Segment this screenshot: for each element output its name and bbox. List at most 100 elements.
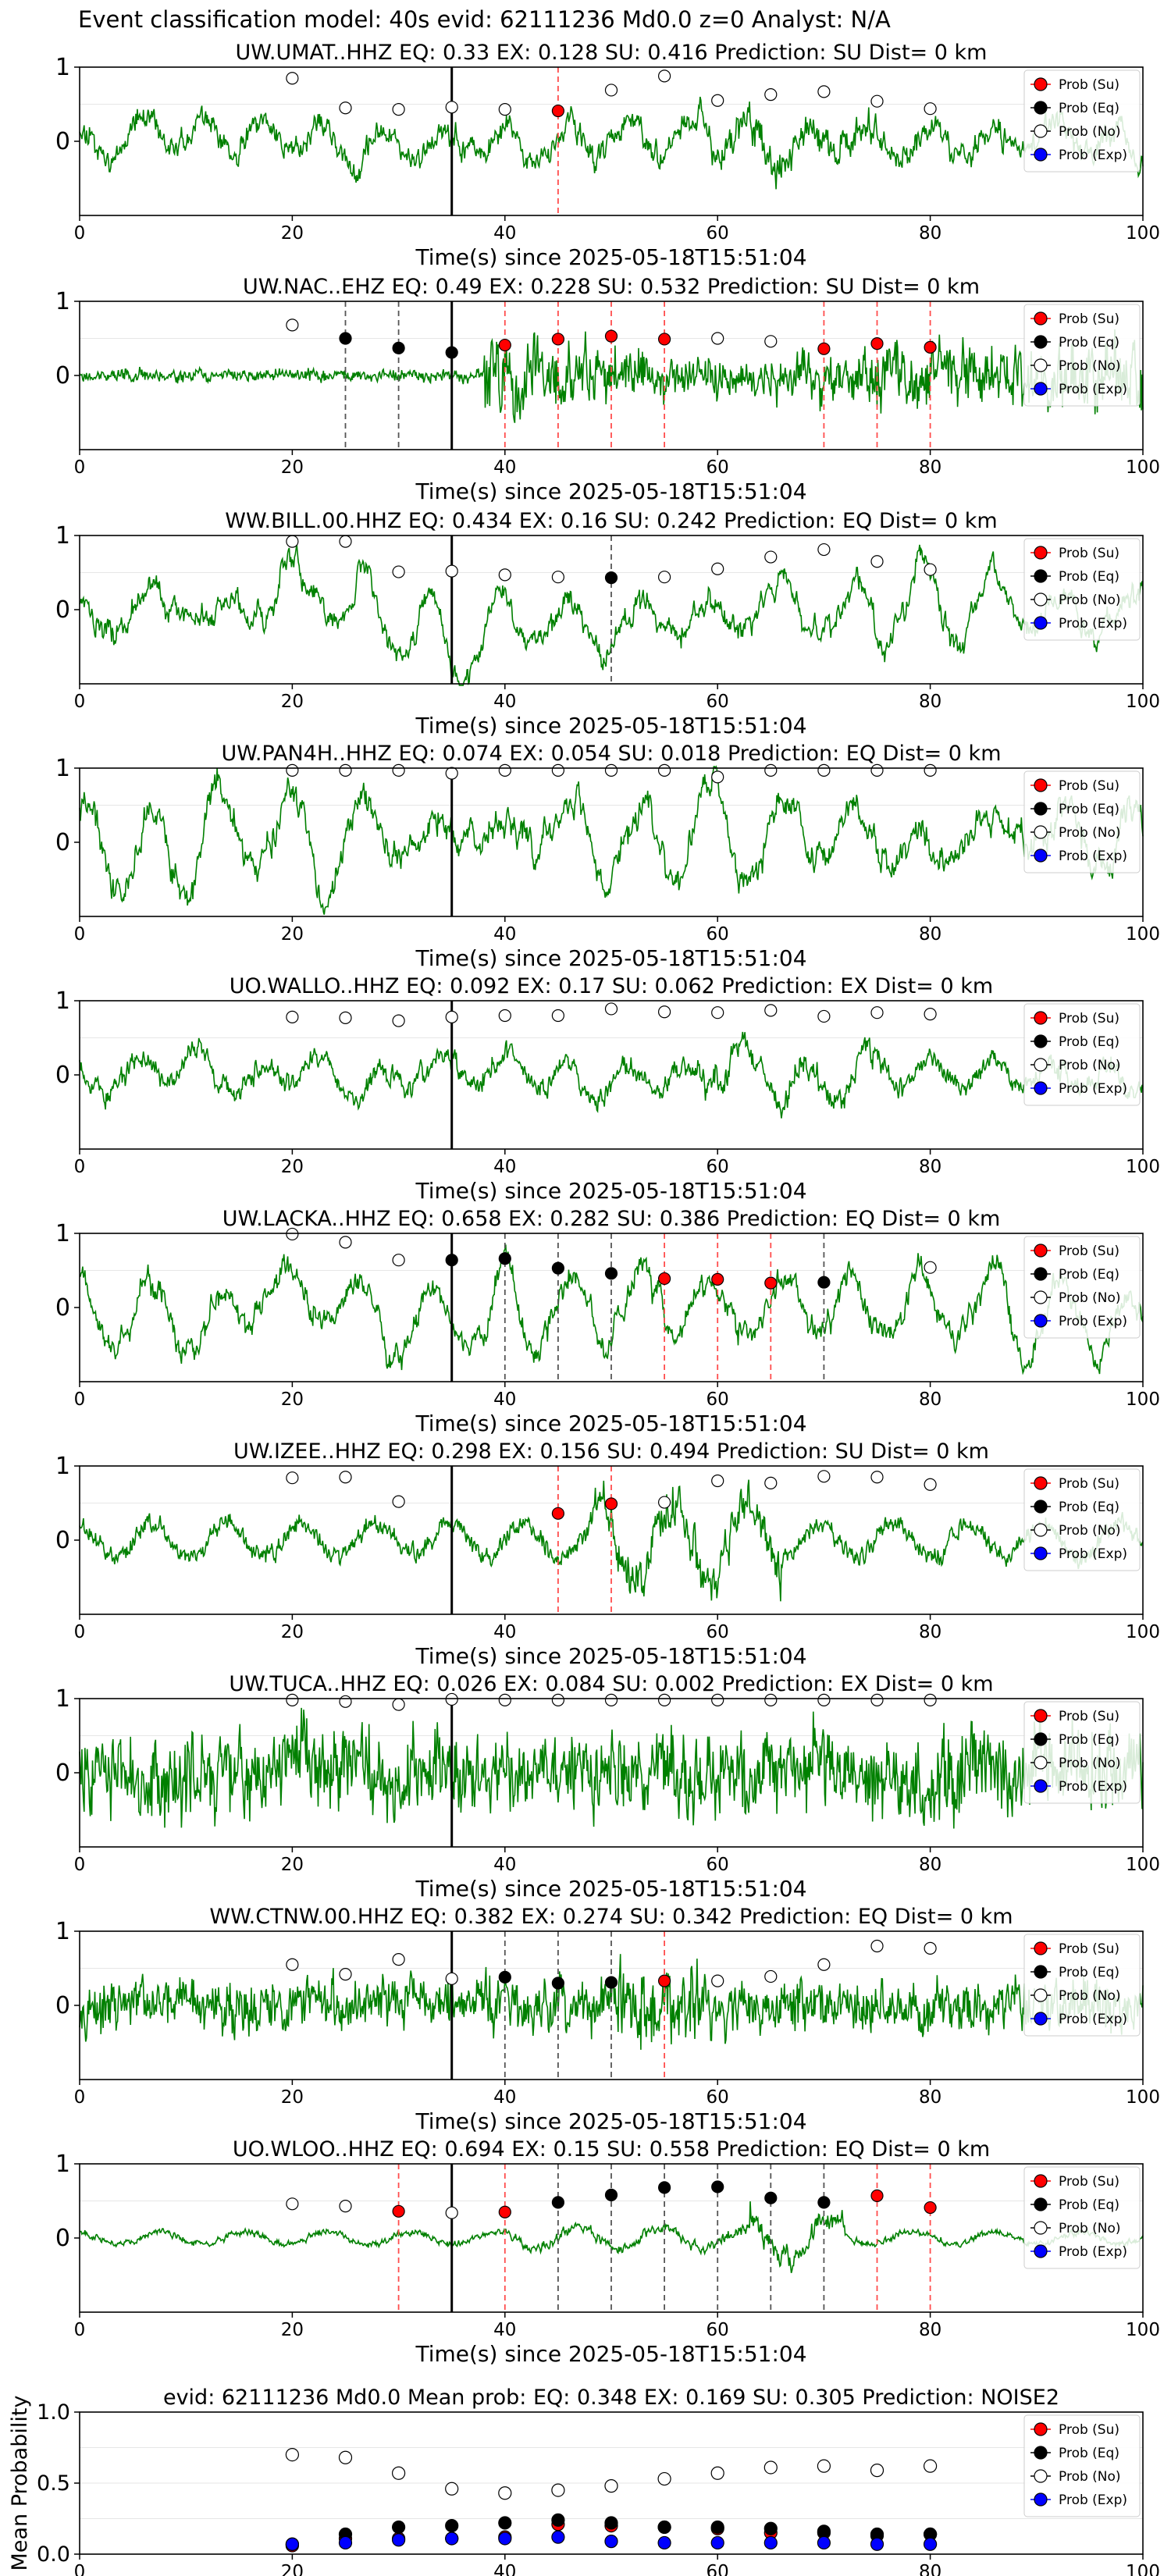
legend-entry: Prob (No)	[1059, 2469, 1121, 2485]
y-tick-label: 1	[55, 1453, 70, 1480]
station-panel: UW.LACKA..HHZ EQ: 0.658 EX: 0.282 SU: 0.…	[55, 1207, 1160, 1436]
probability-point	[870, 1006, 884, 1019]
legend-marker	[1034, 2492, 1048, 2507]
legend-marker	[1034, 2244, 1048, 2258]
legend-marker	[1034, 1732, 1048, 1746]
legend-entry: Prob (Eq)	[1059, 1034, 1119, 1050]
y-tick-label: 0	[55, 1759, 70, 1787]
y-tick-label: 1	[55, 1220, 70, 1247]
probability-point	[604, 1497, 618, 1510]
legend-entry: Prob (Su)	[1059, 1709, 1119, 1724]
x-tick-label: 80	[919, 1622, 941, 1642]
legend-marker	[1034, 2012, 1048, 2026]
legend-frame	[1023, 1468, 1141, 1571]
legend-entry: Prob (Eq)	[1059, 101, 1119, 116]
probability-point	[551, 1009, 565, 1023]
probability-point	[392, 1014, 405, 1027]
x-axis-label: Time(s) since 2025-05-18T15:51:04	[415, 713, 806, 738]
station-panel: UW.UMAT..HHZ EQ: 0.33 EX: 0.128 SU: 0.41…	[55, 41, 1160, 270]
y-tick-label: 1	[55, 288, 70, 315]
x-tick-label: 80	[919, 2562, 941, 2576]
probability-point	[924, 1007, 937, 1021]
mean-probability-panel: evid: 62111236 Md0.0 Mean prob: EQ: 0.34…	[8, 2386, 1160, 2576]
probability-point	[392, 2204, 405, 2218]
legend: Prob (Su) Prob (Eq) Prob (No) Prob (Exp)	[1023, 1468, 1141, 1571]
legend-entry: Prob (Su)	[1059, 2174, 1119, 2190]
legend-marker	[1034, 311, 1048, 326]
legend-entry: Prob (No)	[1059, 1290, 1121, 1306]
waveform-trace	[79, 1031, 1144, 1119]
mean-probability-point	[498, 2516, 512, 2530]
probability-point	[924, 1261, 937, 1274]
probability-point	[551, 1507, 565, 1520]
probability-point	[604, 329, 618, 343]
probability-point	[764, 1004, 778, 1017]
legend-entry: Prob (No)	[1059, 358, 1121, 374]
x-tick-label: 60	[707, 692, 729, 712]
probability-point	[286, 2197, 299, 2211]
probability-point	[498, 338, 511, 352]
legend-marker	[1034, 569, 1048, 583]
y-tick-label: 0.5	[37, 2471, 70, 2496]
probability-point	[286, 72, 299, 85]
probability-point	[498, 763, 511, 777]
y-tick-label: 0.0	[37, 2542, 70, 2567]
x-tick-label: 0	[74, 1389, 86, 1410]
panel-title: UO.WLOO..HHZ EQ: 0.694 EX: 0.15 SU: 0.55…	[233, 2137, 990, 2161]
x-tick-label: 40	[493, 457, 516, 478]
legend-entry: Prob (Exp)	[1059, 1546, 1127, 1562]
x-tick-label: 80	[919, 223, 941, 244]
probability-point	[657, 571, 671, 584]
probability-point	[657, 333, 671, 346]
y-tick-label: 1	[55, 1685, 70, 1713]
probability-point	[870, 1471, 884, 1484]
probability-point	[339, 1236, 352, 1249]
legend-entry: Prob (Su)	[1059, 778, 1119, 794]
legend-entry: Prob (Eq)	[1059, 802, 1119, 817]
legend-entry: Prob (No)	[1059, 1756, 1121, 1771]
probability-point	[817, 1693, 831, 1706]
legend-marker	[1034, 1523, 1048, 1537]
legend-marker	[1034, 77, 1048, 91]
legend: Prob (Su) Prob (Eq) Prob (No) Prob (Exp)	[1023, 1003, 1141, 1106]
probability-point	[657, 1693, 671, 1706]
legend-frame	[1023, 770, 1141, 873]
panel-title: UW.LACKA..HHZ EQ: 0.658 EX: 0.282 SU: 0.…	[222, 1207, 1001, 1231]
y-tick-label: 1	[55, 54, 70, 81]
probability-point	[924, 340, 937, 354]
x-tick-label: 20	[281, 692, 304, 712]
legend-marker	[1034, 124, 1048, 138]
probability-point	[551, 1976, 565, 1990]
probability-point	[445, 767, 458, 780]
x-axis-label: Time(s) since 2025-05-18T15:51:04	[415, 945, 806, 971]
probability-point	[286, 1227, 299, 1241]
station-panel: UO.WLOO..HHZ EQ: 0.694 EX: 0.15 SU: 0.55…	[55, 2137, 1160, 2367]
legend-entry: Prob (Exp)	[1059, 2012, 1127, 2027]
probability-point	[392, 1495, 405, 1508]
probability-point	[764, 335, 778, 348]
probability-point	[711, 1272, 724, 1286]
x-tick-label: 0	[74, 924, 86, 945]
y-tick-label: 0	[55, 362, 70, 390]
station-panel: UW.PAN4H..HHZ EQ: 0.074 EX: 0.054 SU: 0.…	[55, 742, 1160, 971]
probability-point	[657, 69, 671, 83]
mean-probability-point	[657, 2535, 671, 2550]
mean-probability-point	[285, 2448, 299, 2462]
legend-marker	[1034, 1500, 1048, 1514]
x-tick-label: 60	[707, 2562, 729, 2576]
probability-point	[551, 1693, 565, 1706]
waveform-trace	[79, 1954, 1144, 2050]
probability-point	[711, 2180, 724, 2194]
legend-marker	[1034, 2221, 1048, 2235]
probability-point	[286, 1693, 299, 1706]
probability-point	[551, 333, 565, 346]
mean-probability-point	[498, 2486, 512, 2500]
probability-point	[392, 565, 405, 578]
probability-point	[286, 535, 299, 548]
x-tick-label: 20	[281, 2320, 304, 2340]
mean-probability-point	[763, 2535, 778, 2550]
mean-probability-point	[870, 2537, 884, 2551]
waveform-trace	[79, 1707, 1144, 1829]
legend: Prob (Su) Prob (Eq) Prob (No) Prob (Exp)	[1023, 770, 1141, 873]
panel-title: UW.NAC..EHZ EQ: 0.49 EX: 0.228 SU: 0.532…	[243, 275, 980, 299]
